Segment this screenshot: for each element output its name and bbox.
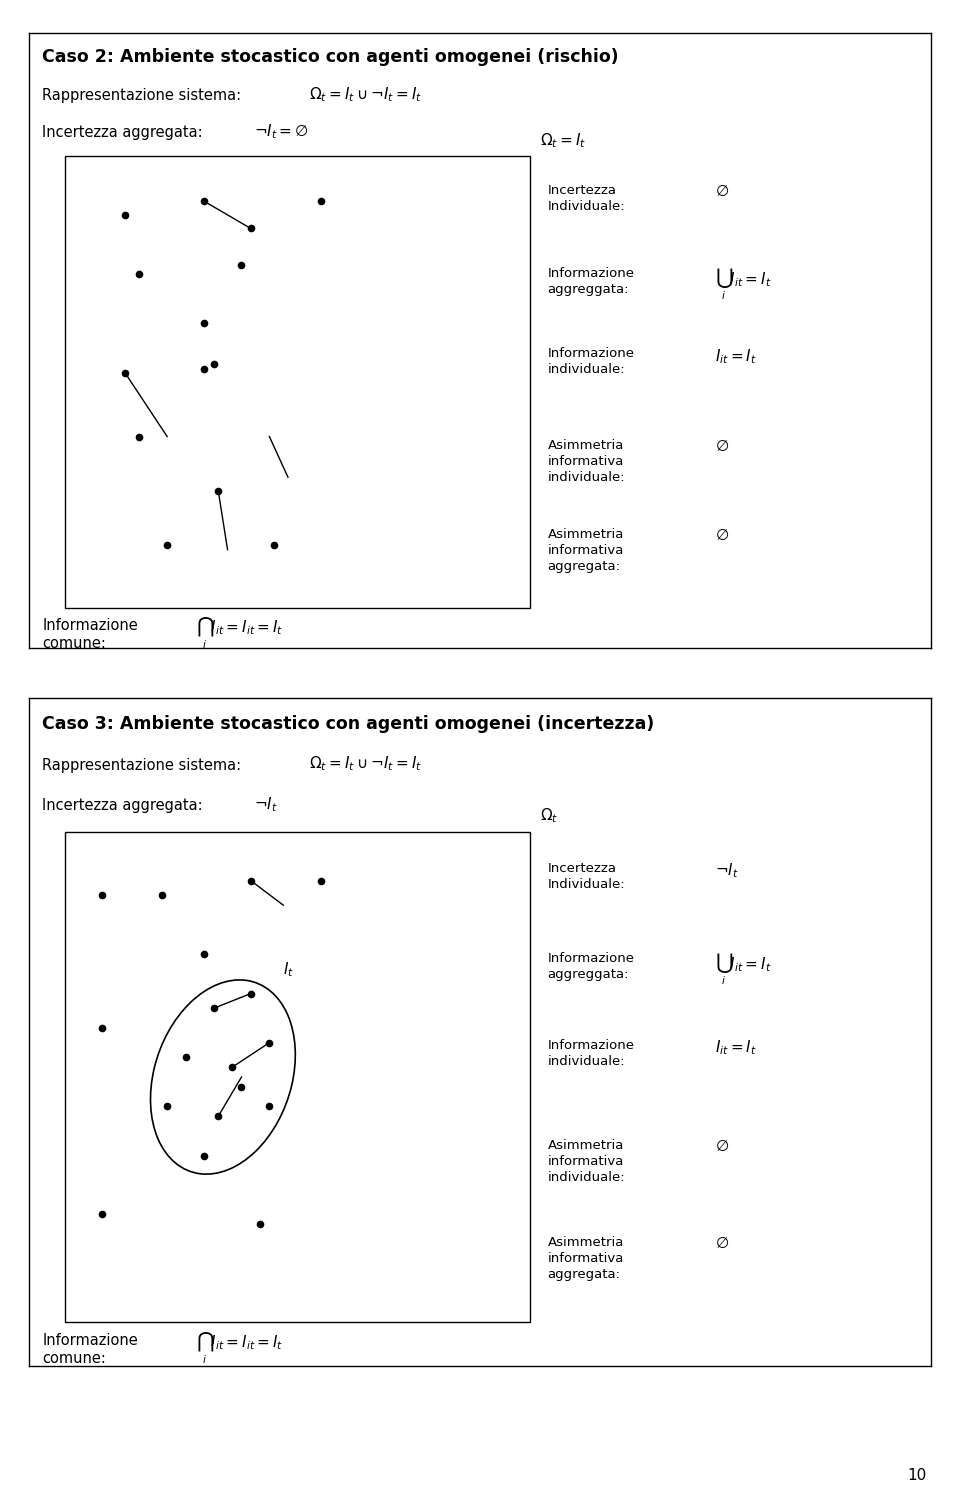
Text: Informazione
aggreggata:: Informazione aggreggata: bbox=[547, 952, 635, 980]
Text: $\bigcup_i I_{it} = I_t$: $\bigcup_i I_{it} = I_t$ bbox=[714, 267, 771, 302]
Text: Incertezza aggregata:: Incertezza aggregata: bbox=[42, 125, 212, 140]
Text: $\neg I_t$: $\neg I_t$ bbox=[714, 862, 738, 880]
Text: Incertezza aggregata:: Incertezza aggregata: bbox=[42, 799, 212, 814]
Text: 10: 10 bbox=[907, 1468, 926, 1483]
Text: Asimmetria
informativa
individuale:: Asimmetria informativa individuale: bbox=[547, 1139, 625, 1184]
Text: $\Omega_t = I_t \cup \neg I_t = I_t$: $\Omega_t = I_t \cup \neg I_t = I_t$ bbox=[308, 755, 421, 773]
Text: $\bigcap_i I_{it} = I_{it} = I_t$: $\bigcap_i I_{it} = I_{it} = I_t$ bbox=[196, 1330, 283, 1366]
Text: Caso 2: Ambiente stocastico con agenti omogenei (rischio): Caso 2: Ambiente stocastico con agenti o… bbox=[42, 48, 619, 66]
Text: $\Omega_t = I_t \cup \neg I_t = I_t$: $\Omega_t = I_t \cup \neg I_t = I_t$ bbox=[308, 86, 421, 104]
Text: Rappresentazione sistema:: Rappresentazione sistema: bbox=[42, 89, 251, 104]
Text: $\Omega_t{=}I_t$: $\Omega_t{=}I_t$ bbox=[540, 131, 587, 150]
Text: Incertezza
Individuale:: Incertezza Individuale: bbox=[547, 183, 625, 213]
Text: $\neg I_t$: $\neg I_t$ bbox=[254, 796, 278, 814]
Text: Informazione
comune:: Informazione comune: bbox=[42, 618, 138, 651]
Text: $\bigcup_i I_{it} = I_t$: $\bigcup_i I_{it} = I_t$ bbox=[714, 952, 771, 988]
Text: $\neg I_t = \varnothing$: $\neg I_t = \varnothing$ bbox=[254, 122, 309, 141]
Text: $I_{it} = I_t$: $I_{it} = I_t$ bbox=[714, 1039, 756, 1057]
Text: $\varnothing$: $\varnothing$ bbox=[714, 1235, 729, 1250]
Text: $\varnothing$: $\varnothing$ bbox=[714, 528, 729, 543]
Text: Incertezza
Individuale:: Incertezza Individuale: bbox=[547, 862, 625, 890]
Text: Caso 3: Ambiente stocastico con agenti omogenei (incertezza): Caso 3: Ambiente stocastico con agenti o… bbox=[42, 714, 655, 732]
Text: Rappresentazione sistema:: Rappresentazione sistema: bbox=[42, 758, 251, 773]
Text: Informazione
comune:: Informazione comune: bbox=[42, 1333, 138, 1366]
Text: Informazione
individuale:: Informazione individuale: bbox=[547, 347, 635, 375]
Text: $I_t$: $I_t$ bbox=[283, 961, 295, 979]
Text: Asimmetria
informativa
individuale:: Asimmetria informativa individuale: bbox=[547, 440, 625, 485]
Text: Asimmetria
informativa
aggregata:: Asimmetria informativa aggregata: bbox=[547, 528, 624, 573]
Text: $I_{it} = I_t$: $I_{it} = I_t$ bbox=[714, 347, 756, 366]
Text: Informazione
individuale:: Informazione individuale: bbox=[547, 1039, 635, 1067]
Text: $\varnothing$: $\varnothing$ bbox=[714, 183, 729, 198]
Text: $\varnothing$: $\varnothing$ bbox=[714, 1139, 729, 1154]
Bar bbox=[65, 156, 530, 608]
Text: Asimmetria
informativa
aggregata:: Asimmetria informativa aggregata: bbox=[547, 1235, 624, 1280]
Text: $\varnothing$: $\varnothing$ bbox=[714, 440, 729, 455]
Text: Informazione
aggreggata:: Informazione aggreggata: bbox=[547, 267, 635, 296]
Text: $\Omega_t$: $\Omega_t$ bbox=[540, 806, 559, 826]
Text: $\bigcap_i I_{it} = I_{it} = I_t$: $\bigcap_i I_{it} = I_{it} = I_t$ bbox=[196, 615, 283, 651]
Bar bbox=[65, 832, 530, 1322]
